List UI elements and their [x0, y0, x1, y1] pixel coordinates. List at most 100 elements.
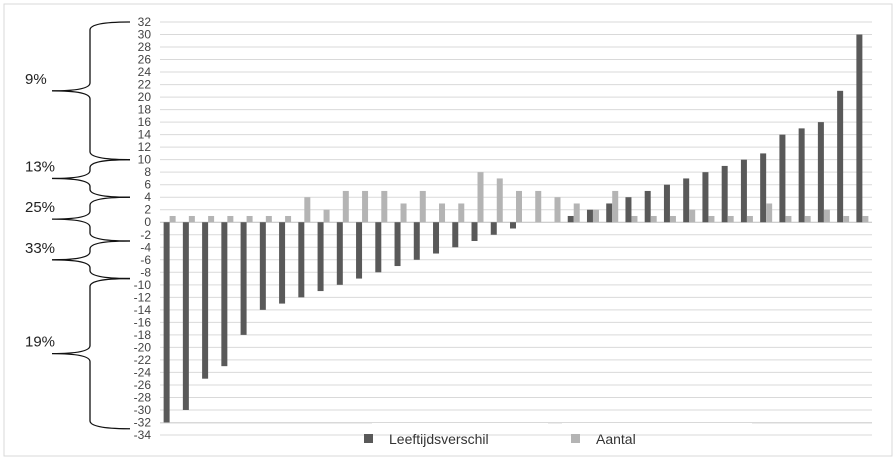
bar-leeftijdsverschil [336, 222, 343, 285]
bar-aantal [477, 172, 484, 223]
bar-leeftijdsverschil [356, 222, 363, 279]
y-axis-ticks: 32302826242220181614121086420-2-4-6-8-10… [134, 15, 152, 442]
bar-aantal [727, 215, 734, 223]
y-tick-label: -32 [134, 415, 152, 429]
y-tick-label: -20 [134, 340, 152, 354]
bar-aantal [304, 197, 311, 223]
bar-leeftijdsverschil [298, 222, 305, 298]
bar-leeftijdsverschil [721, 165, 728, 223]
percentage-label: 33% [25, 240, 55, 257]
y-tick-label: 32 [138, 15, 152, 29]
bar-aantal [323, 209, 330, 223]
bar-aantal [554, 197, 561, 223]
bar-aantal [843, 215, 850, 223]
bar-leeftijdsverschil [837, 90, 844, 223]
bar-leeftijdsverschil [413, 222, 420, 260]
bar-leeftijdsverschil [279, 222, 286, 304]
bar-leeftijdsverschil [817, 122, 824, 223]
y-tick-label: -18 [134, 328, 152, 342]
curly-bracket [51, 159, 131, 198]
y-tick-label: -12 [134, 290, 152, 304]
y-tick-label: 24 [138, 65, 152, 79]
bar-aantal [689, 209, 696, 223]
y-tick-label: 20 [138, 90, 152, 104]
bar-leeftijdsverschil [586, 209, 593, 223]
y-tick-label: 28 [138, 40, 152, 54]
chart-border [3, 3, 893, 457]
bar-leeftijdsverschil [779, 134, 786, 223]
bar-aantal [516, 190, 522, 223]
y-tick-label: -22 [134, 353, 152, 367]
y-tick-label: 26 [138, 53, 152, 67]
y-tick-label: -6 [140, 253, 151, 267]
bar-leeftijdsverschil [259, 222, 266, 310]
y-tick-label: 4 [144, 190, 151, 204]
bar-leeftijdsverschil [433, 222, 440, 254]
bar-aantal [362, 190, 369, 223]
bar-aantal [592, 209, 599, 223]
legend-label: Aantal [596, 431, 636, 447]
legend-swatch [571, 434, 580, 443]
y-tick-label: -8 [140, 265, 151, 279]
bar-aantal [439, 203, 446, 223]
curly-bracket [51, 240, 131, 280]
bar-aantal [496, 178, 503, 223]
curly-bracket [51, 277, 131, 430]
y-tick-label: 22 [138, 78, 152, 92]
bar-leeftijdsverschil [702, 172, 709, 223]
bar-leeftijdsverschil [452, 222, 459, 248]
y-tick-label: -2 [140, 228, 151, 242]
bar-leeftijdsverschil [317, 222, 324, 292]
bar-leeftijdsverschil [471, 222, 478, 242]
y-tick-label: 0 [144, 215, 151, 229]
legend: Leeftijdsverschil Aantal [160, 422, 872, 447]
bar-aantal [650, 215, 657, 223]
bar-aantal [169, 215, 176, 223]
bar-leeftijdsverschil [663, 184, 670, 223]
bar-aantal [419, 190, 426, 223]
percentage-label: 19% [25, 334, 55, 351]
y-tick-label: -24 [134, 365, 152, 379]
bar-leeftijdsverschil [606, 203, 613, 223]
bar-leeftijdsverschil [625, 197, 632, 223]
bar-leeftijdsverschil [163, 222, 170, 423]
bar-aantal [862, 215, 869, 223]
y-tick-label: -16 [134, 315, 152, 329]
bar-aantal [785, 215, 792, 223]
y-tick-label: -14 [134, 303, 152, 317]
bar-aantal [188, 215, 195, 223]
percentage-label: 9% [25, 71, 47, 88]
bar-aantal [265, 215, 272, 223]
bar-leeftijdsverschil [202, 222, 209, 379]
bar-aantal [400, 203, 407, 223]
bar-aantal [766, 203, 773, 223]
y-tick-label: 30 [138, 28, 152, 42]
percentage-label: 13% [25, 158, 55, 175]
y-tick-label: 14 [138, 128, 152, 142]
bar-aantal [573, 203, 580, 223]
bar-leeftijdsverschil [510, 222, 516, 229]
bar-aantal [458, 203, 465, 223]
bar-leeftijdsverschil [240, 222, 247, 335]
bar-leeftijdsverschil [221, 222, 228, 367]
y-tick-label: -10 [134, 278, 152, 292]
bar-aantal [631, 215, 638, 223]
bar-leeftijdsverschil [740, 159, 747, 223]
percentage-brackets: 9% 13% 25% 33% 19% [25, 21, 131, 430]
bar-aantal [804, 215, 811, 223]
y-tick-label: 16 [138, 115, 152, 129]
bar-leeftijdsverschil [182, 222, 189, 410]
percentage-label: 25% [25, 199, 55, 216]
legend-label: Leeftijdsverschil [389, 431, 489, 447]
bar-leeftijdsverschil [856, 34, 863, 223]
bar-leeftijdsverschil [760, 153, 767, 223]
curly-bracket [51, 196, 131, 242]
y-tick-label: 8 [144, 165, 151, 179]
bar-aantal [342, 190, 349, 223]
gridlines [160, 21, 872, 436]
bar-aantal [381, 190, 388, 223]
y-tick-label: -34 [134, 428, 152, 442]
bar-aantal [746, 215, 753, 223]
